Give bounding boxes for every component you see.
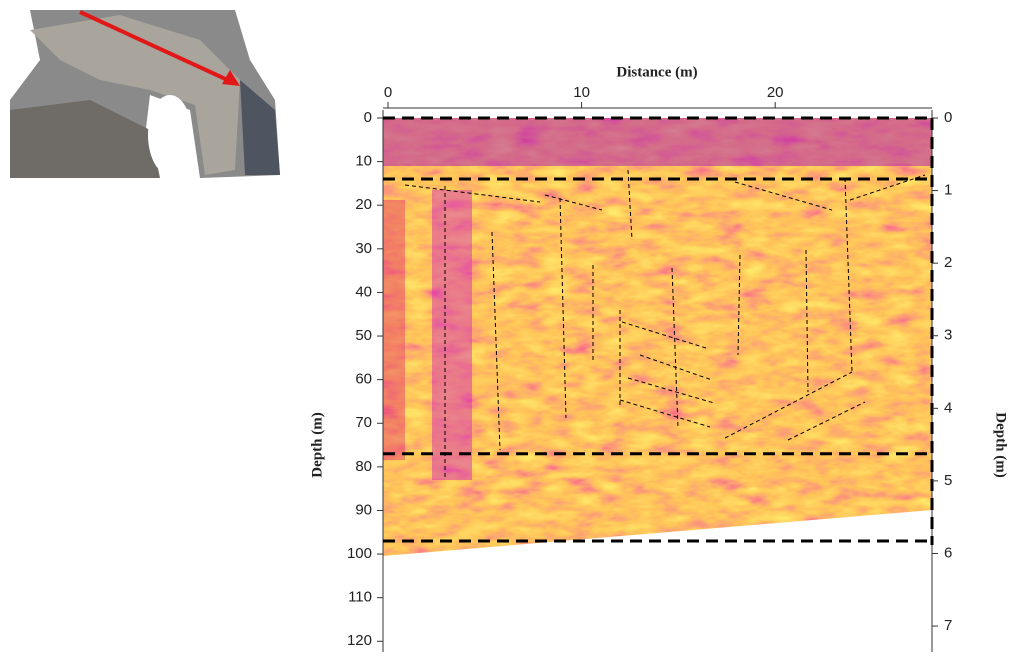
y-tick-label: 0 [364,109,372,126]
y-tick-label: 60 [355,371,372,388]
x-tick-label: 20 [767,84,784,101]
y2-tick-label: 1 [944,182,952,199]
y-axis-label: Depth (m) [309,412,325,477]
y2-tick-label: 4 [944,399,952,416]
y-tick-label: 30 [355,240,372,257]
y2-tick-label: 5 [944,472,952,489]
y-tick-label: 120 [347,632,372,649]
y-tick-label: 100 [347,545,372,562]
y2-tick-label: 3 [944,327,952,344]
y2-tick-label: 0 [944,109,952,126]
y-tick-label: 20 [355,196,372,213]
y2-tick-label: 7 [944,617,952,634]
x-axis-label: Distance (m) [616,64,697,80]
y-tick-label: 40 [355,283,372,300]
x-tick-label: 10 [573,84,590,101]
radargram [383,118,932,558]
y-tick-label: 110 [348,589,372,606]
y-tick-label: 10 [355,153,372,170]
x-tick-label: 0 [384,84,392,101]
site-photo [10,10,280,178]
figure: Distance (m) Depth (m) Depth (m) 0102001… [0,0,1017,652]
y2-tick-label: 2 [944,254,952,271]
y-tick-label: 80 [355,458,372,475]
y-tick-label: 90 [355,501,372,518]
y2-tick-label: 6 [944,544,952,561]
y2-axis-label: Depth (m) [993,412,1009,477]
y-tick-label: 70 [355,414,372,431]
y-tick-label: 50 [355,327,372,344]
